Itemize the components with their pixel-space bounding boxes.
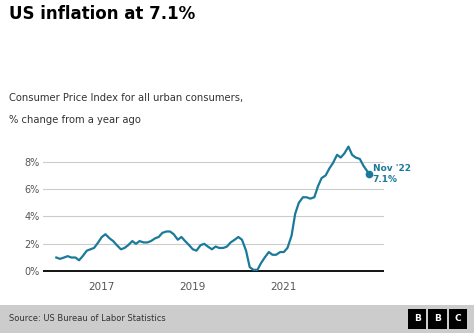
Text: B: B	[414, 314, 420, 323]
Text: 7.1%: 7.1%	[373, 175, 398, 184]
Text: Consumer Price Index for all urban consumers,: Consumer Price Index for all urban consu…	[9, 93, 244, 103]
Text: C: C	[455, 314, 461, 323]
Text: B: B	[434, 314, 441, 323]
Text: Source: US Bureau of Labor Statistics: Source: US Bureau of Labor Statistics	[9, 314, 166, 323]
Text: Nov '22: Nov '22	[373, 164, 411, 173]
Text: US inflation at 7.1%: US inflation at 7.1%	[9, 5, 196, 23]
Text: % change from a year ago: % change from a year ago	[9, 115, 141, 125]
